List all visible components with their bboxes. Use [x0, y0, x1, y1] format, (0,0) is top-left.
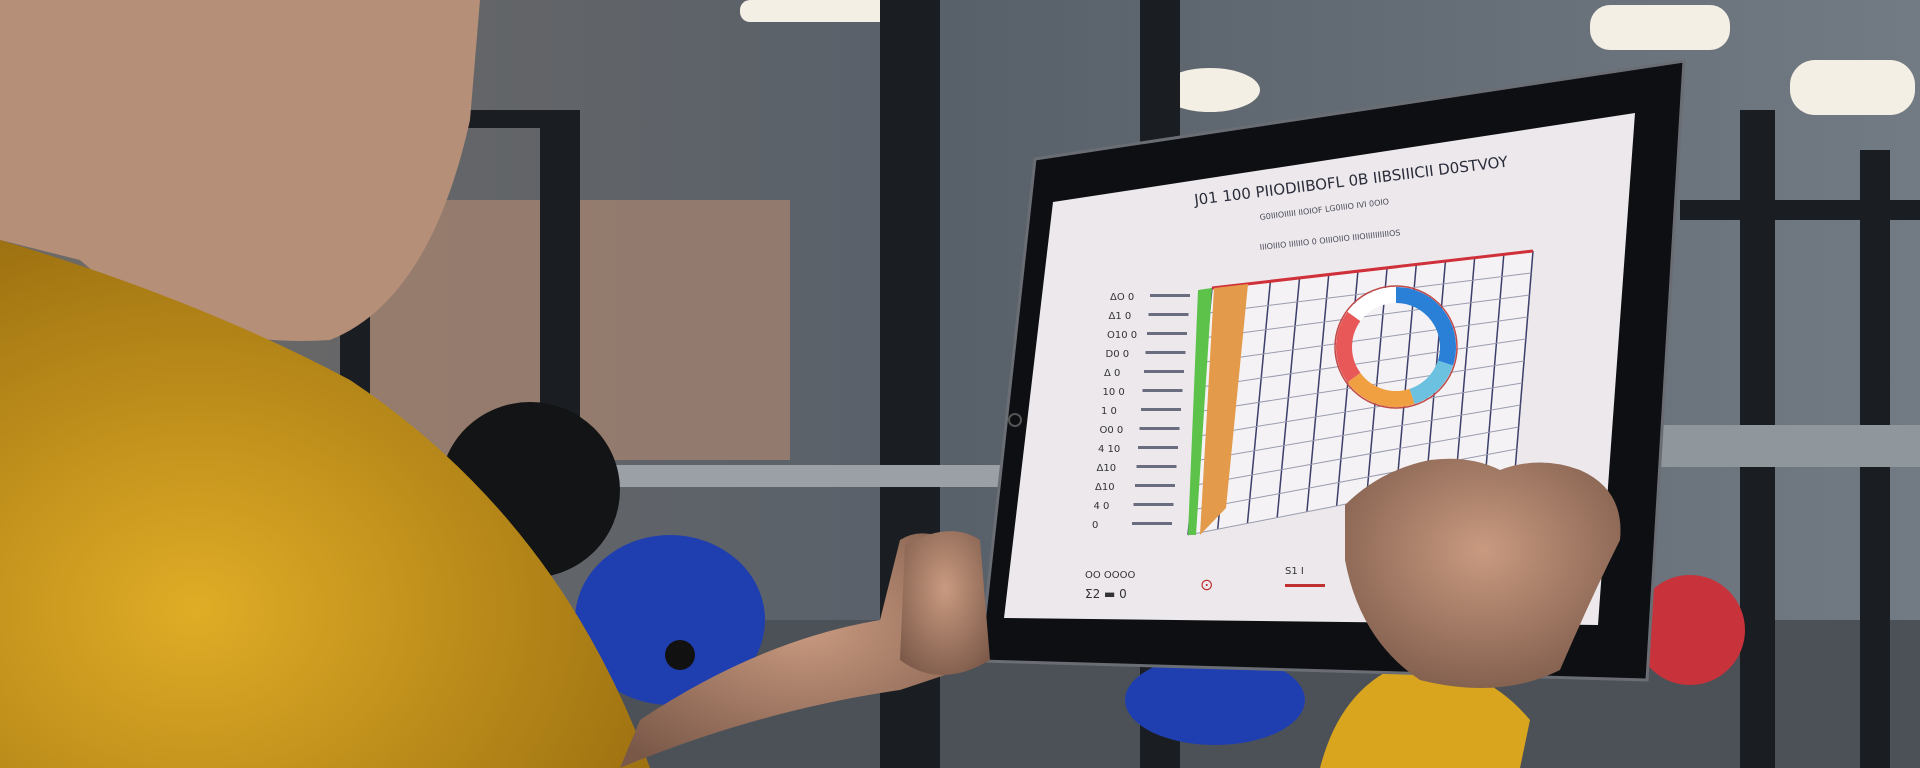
footer-mid-icon: ⊙ [1200, 575, 1213, 594]
row-label-dash [1144, 370, 1184, 373]
chart-top-line [1211, 249, 1534, 290]
row-label-dash [1136, 465, 1177, 468]
row-label: ΔO 0 [1110, 292, 1134, 303]
row-label: 1 0 [1101, 406, 1117, 417]
donut-chart [1334, 285, 1458, 409]
barbell [440, 402, 1920, 745]
row-label: Δ10 [1095, 482, 1115, 493]
grid-hline [1190, 448, 1517, 511]
row-label: Δ10 [1097, 463, 1117, 474]
donut-outline [1334, 285, 1458, 409]
row-label-dash [1150, 294, 1190, 297]
red-medicine-ball [1635, 575, 1745, 685]
grid-hline [1192, 426, 1519, 487]
row-label: O0 0 [1100, 425, 1124, 436]
row-label: 4 10 [1098, 444, 1120, 455]
person [0, 0, 1530, 768]
donut-segment-red [1336, 311, 1361, 383]
row-label-dash [1141, 408, 1181, 411]
footer-left-1: OO OOOO [1085, 570, 1136, 581]
row-label-dash [1135, 484, 1175, 487]
donut-segment-blue [1395, 287, 1456, 366]
footer-left-2: Σ2 ▬ 0 [1085, 587, 1127, 601]
donut-segment-teal [1409, 360, 1454, 405]
row-label-dash [1148, 313, 1189, 316]
grid-hline [1207, 294, 1530, 338]
ceiling-lights [740, 0, 1915, 115]
row-label-dash [1142, 389, 1183, 392]
left-hand [900, 531, 990, 675]
camera-icon [1008, 413, 1022, 427]
row-label-dash [1147, 332, 1187, 335]
donut-segment-white [1347, 287, 1397, 322]
person-head [0, 0, 480, 341]
row-label: Δ1 0 [1109, 311, 1132, 322]
row-label-dash [1138, 446, 1178, 449]
grid-hline [1204, 316, 1528, 363]
row-labels: ΔO 0 Δ1 0 O10 0 D0 0 Δ 0 10 0 1 0 O0 0 4 10 Δ10 Δ1… [1092, 292, 1190, 531]
yellow-shirt [0, 240, 650, 768]
row-label: 10 0 [1103, 387, 1125, 398]
left-arm [620, 533, 990, 768]
blue-weight-plate [575, 535, 765, 705]
row-label-dash [1132, 522, 1172, 525]
donut-segment-orange [1347, 372, 1415, 407]
row-label-dash [1139, 427, 1180, 430]
row-label: D0 0 [1106, 349, 1130, 360]
green-bar [1188, 288, 1212, 535]
grid-hline [1197, 382, 1523, 437]
footer-right: S1 I [1285, 566, 1304, 577]
blue-weight-plate-2 [1125, 655, 1305, 745]
orange-bar [1200, 284, 1248, 535]
grid-hline [1195, 404, 1521, 462]
row-label: 4 0 [1094, 501, 1110, 512]
grid-hline [1202, 338, 1526, 388]
row-label: 0 [1092, 520, 1098, 531]
row-label-dash [1133, 503, 1174, 506]
row-label: Δ 0 [1104, 368, 1120, 379]
row-label-dash [1145, 351, 1186, 354]
row-label: O10 0 [1107, 330, 1137, 341]
right-hand [1345, 458, 1621, 688]
right-sleeve [1320, 664, 1530, 768]
footer-right-bar [1285, 584, 1325, 587]
